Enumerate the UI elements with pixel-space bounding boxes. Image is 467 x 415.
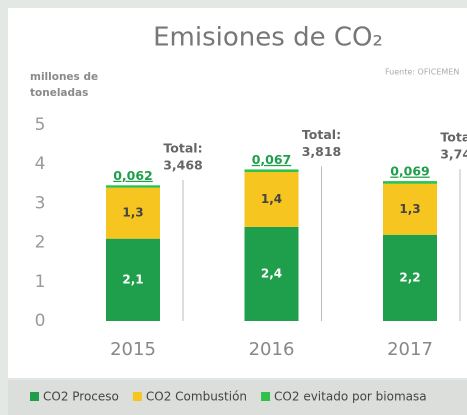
legend-swatch [261, 392, 271, 401]
bar-segment [106, 185, 160, 188]
chart-title: Emisiones de CO₂ [153, 23, 383, 53]
data-label: 2,1 [122, 272, 143, 286]
total-label: Total: [440, 130, 467, 145]
data-label: 2,2 [399, 270, 420, 284]
bar-segment [383, 183, 437, 235]
x-tick-label: 2017 [387, 339, 433, 360]
bar-segment [244, 169, 299, 173]
bar-segment [244, 226, 299, 321]
total-value: 3,468 [163, 158, 203, 173]
legend-label: CO2 evitado por biomasa [274, 390, 427, 404]
x-tick-label: 2015 [110, 339, 156, 360]
data-label: 1,4 [261, 192, 282, 206]
y-tick-label: 4 [35, 154, 46, 174]
bar-segment [383, 234, 437, 321]
total-label: Total: [163, 141, 202, 156]
data-label: 0,069 [390, 164, 430, 179]
bar-segment [106, 187, 160, 239]
data-label: 0,067 [252, 152, 292, 167]
x-tick-label: 2016 [249, 339, 295, 360]
data-label: 1,3 [399, 202, 420, 216]
y-tick-label: 0 [35, 311, 46, 331]
legend-swatch [132, 392, 142, 401]
y-tick-label: 1 [35, 272, 46, 292]
y-axis-label: millones de [30, 71, 98, 83]
legend-label: CO2 Combustión [146, 390, 247, 404]
data-label: 0,062 [113, 168, 153, 183]
bar-segment [106, 238, 160, 321]
total-value: 3,818 [302, 144, 342, 159]
total-label: Total: [302, 127, 341, 142]
data-label: 2,4 [261, 266, 282, 280]
y-tick-label: 2 [35, 233, 46, 253]
y-tick-label: 3 [35, 193, 46, 213]
y-tick-label: 5 [35, 115, 46, 135]
total-value: 3,746 [440, 147, 467, 162]
source: Fuente: OFICEMEN [385, 68, 459, 77]
y-axis-label: toneladas [30, 87, 88, 99]
bar-segment [383, 181, 437, 184]
legend-strip [8, 380, 467, 415]
legend-label: CO2 Proceso [43, 390, 119, 404]
data-label: 1,3 [122, 206, 143, 220]
legend-swatch [30, 392, 39, 401]
bar-segment [244, 172, 299, 227]
